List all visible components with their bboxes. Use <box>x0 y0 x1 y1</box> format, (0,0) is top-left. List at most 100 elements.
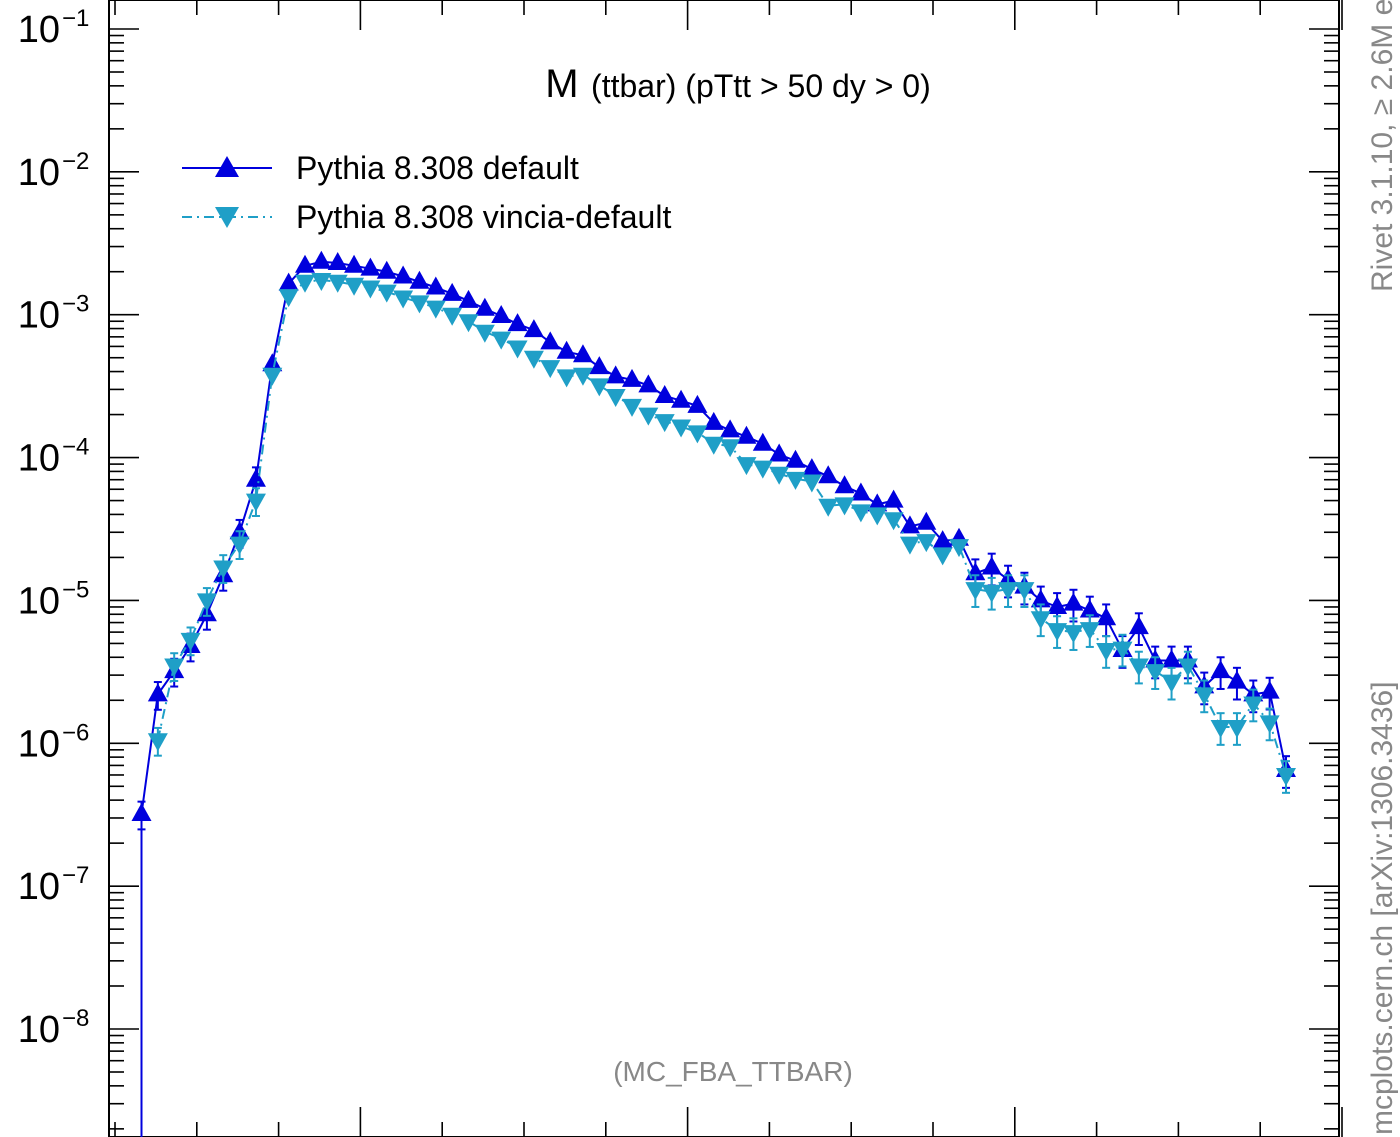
data-point <box>720 419 741 438</box>
data-point <box>1014 582 1035 601</box>
data-point <box>834 497 855 516</box>
data-point <box>458 314 479 333</box>
data-point <box>850 482 871 501</box>
data-point <box>899 536 920 555</box>
data-point <box>180 632 201 651</box>
data-point <box>409 295 430 314</box>
data-point <box>867 493 888 512</box>
data-point <box>507 313 528 332</box>
series-group <box>131 250 1296 1137</box>
data-point <box>311 272 332 291</box>
data-point <box>147 683 168 702</box>
data-point <box>572 367 593 386</box>
data-point <box>605 365 626 384</box>
data-point <box>458 289 479 308</box>
data-point <box>1145 664 1166 683</box>
axis-ticks <box>109 0 1343 1137</box>
y-tick-label: 10 <box>18 580 60 622</box>
data-point <box>131 802 152 821</box>
data-point <box>1047 595 1068 614</box>
data-point <box>1194 687 1215 706</box>
data-point <box>474 297 495 316</box>
data-point <box>556 340 577 359</box>
data-point <box>376 284 397 303</box>
data-point <box>801 474 822 493</box>
data-point <box>981 556 1002 575</box>
data-point <box>327 252 348 271</box>
data-point <box>703 411 724 430</box>
series-0 <box>131 250 1296 1137</box>
data-point <box>507 340 528 359</box>
data-point <box>442 307 463 326</box>
data-point <box>229 536 250 555</box>
data-point <box>540 360 561 379</box>
legend-label-default: Pythia 8.308 default <box>296 150 579 186</box>
chart-title: M (ttbar) (pTtt > 50 dy > 0) <box>545 62 930 106</box>
data-point <box>474 324 495 343</box>
data-point <box>834 475 855 494</box>
legend-marker-vincia <box>215 207 239 228</box>
data-point <box>654 414 675 433</box>
data-point <box>245 493 266 512</box>
data-point <box>916 534 937 553</box>
data-point <box>1259 715 1280 734</box>
data-point <box>425 276 446 295</box>
data-point <box>360 280 381 299</box>
title-main: M <box>545 62 578 106</box>
data-point <box>327 274 348 293</box>
data-point <box>262 367 283 386</box>
data-point <box>1047 623 1068 642</box>
data-point <box>1063 592 1084 611</box>
y-tick-label: 10 <box>18 1009 60 1051</box>
plot-frame <box>108 0 1340 1137</box>
data-point <box>899 515 920 534</box>
data-point <box>196 593 217 612</box>
data-point <box>213 560 234 579</box>
data-point <box>344 254 365 273</box>
y-tick-label: 10 <box>18 723 60 765</box>
y-tick-exponent: −7 <box>62 862 89 889</box>
data-point <box>981 584 1002 603</box>
data-point <box>589 356 610 375</box>
y-tick-label: 10 <box>18 152 60 194</box>
y-tick-label: 10 <box>18 866 60 908</box>
data-point <box>442 282 463 301</box>
data-point <box>262 353 283 372</box>
data-point <box>1063 625 1084 644</box>
data-point <box>703 436 724 455</box>
y-tick-exponent: −2 <box>62 148 89 175</box>
data-point <box>1276 767 1296 786</box>
data-point <box>622 398 642 417</box>
series-line-0 <box>140 260 1287 1137</box>
data-point <box>785 471 806 490</box>
series-line-1 <box>156 278 1287 776</box>
data-point <box>589 378 610 397</box>
data-point <box>523 319 544 338</box>
data-point <box>883 489 904 508</box>
data-point <box>998 582 1019 601</box>
data-point <box>1128 658 1149 677</box>
data-point <box>818 498 839 517</box>
data-point <box>1128 616 1149 635</box>
data-point <box>638 374 659 393</box>
data-point <box>311 250 332 269</box>
data-point <box>736 457 757 476</box>
data-point <box>245 468 266 487</box>
y-tick-exponent: −3 <box>62 291 89 318</box>
data-point <box>147 733 168 752</box>
data-point <box>932 547 953 566</box>
data-point <box>736 425 757 444</box>
data-point <box>965 582 986 601</box>
data-point <box>164 658 185 677</box>
data-point <box>687 394 708 413</box>
side-label-top: Rivet 3.1.10, ≥ 2.6M events <box>1366 0 1399 292</box>
data-point <box>801 458 822 477</box>
data-point <box>769 466 790 485</box>
y-tick-labels: 10−110−210−310−410−510−610−710−8 <box>18 5 90 1051</box>
data-point <box>720 439 741 458</box>
data-point <box>1161 649 1182 668</box>
y-tick-label: 10 <box>18 295 60 337</box>
data-point <box>1030 589 1051 608</box>
legend-label-vincia: Pythia 8.308 vincia-default <box>296 199 671 235</box>
